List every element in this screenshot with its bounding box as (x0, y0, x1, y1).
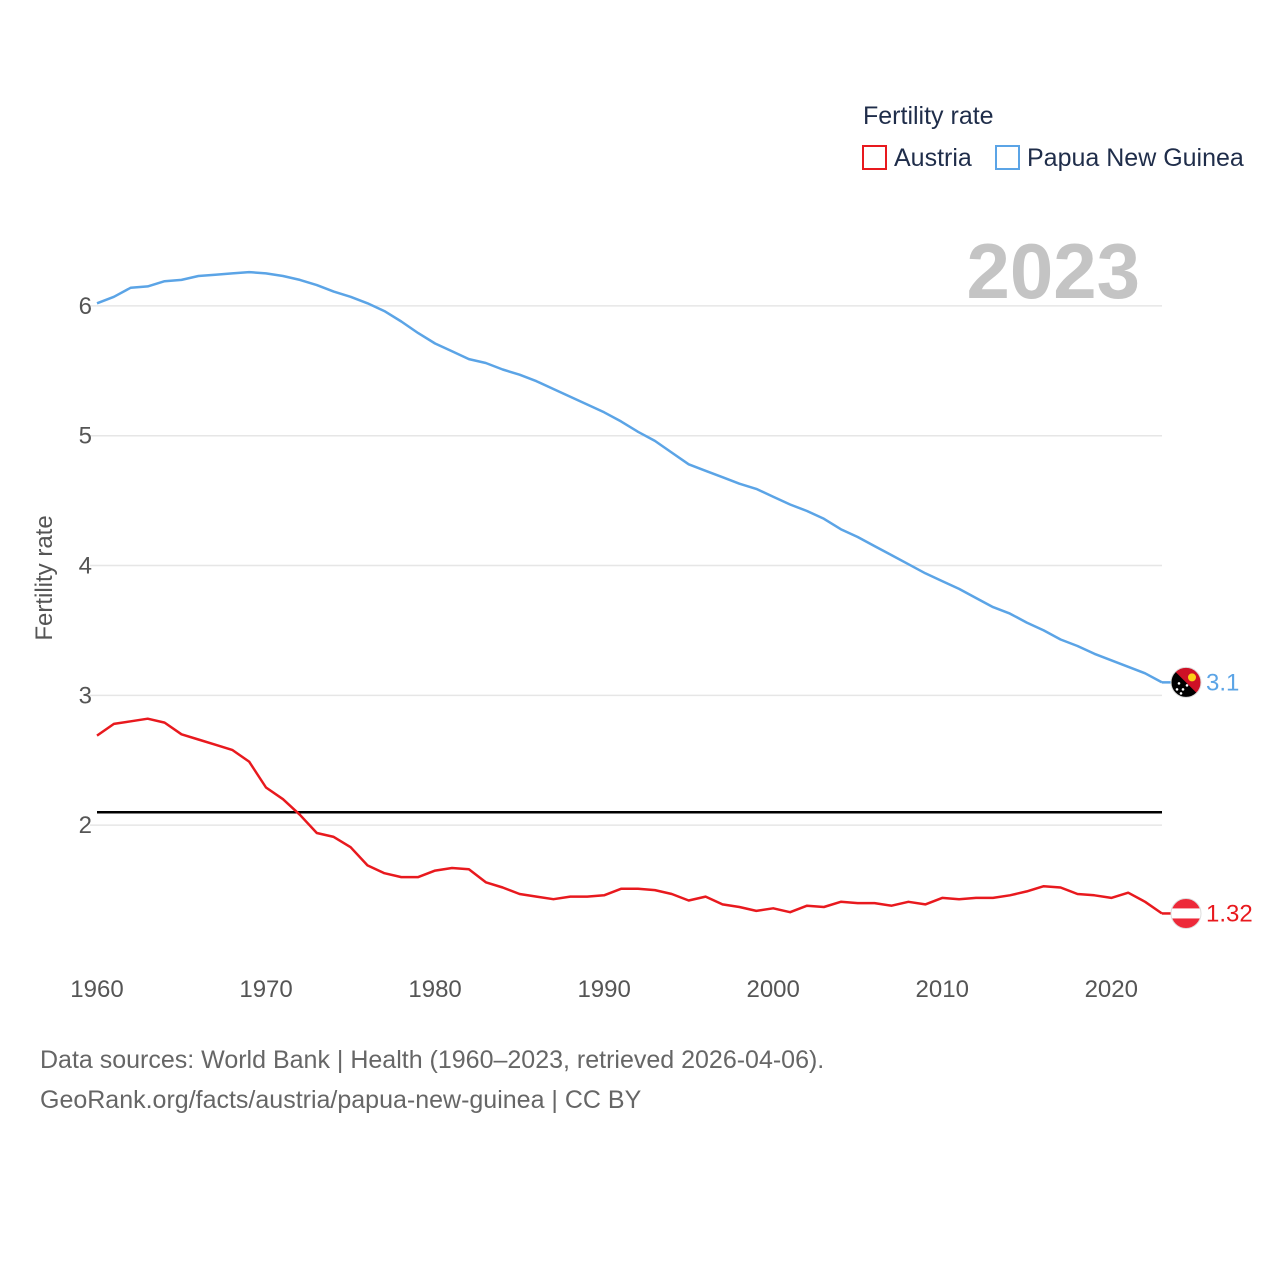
data-sources-line: Data sources: World Bank | Health (1960–… (40, 1046, 825, 1074)
y-tick-label: 2 (79, 812, 92, 839)
y-axis-ticks: 2 3 4 5 6 (79, 293, 92, 839)
x-axis-ticks: 1960 1970 1980 1990 2000 2010 2020 (70, 976, 1138, 1003)
austria-flag-icon (1170, 897, 1202, 929)
x-tick-label: 2000 (746, 976, 799, 1003)
legend[interactable]: Fertility rate Austria Papua New Guinea (862, 102, 1244, 172)
fertility-rate-chart: 2 3 4 5 6 1960 1970 1980 1990 2000 2010 2020 Ferti… (31, 102, 1253, 1003)
legend-label-austria: Austria (894, 144, 972, 172)
x-tick-label: 2010 (916, 976, 969, 1003)
end-value-papua-new-guinea: 3.1 (1206, 669, 1239, 696)
papua-new-guinea-flag-icon (1170, 666, 1202, 698)
x-tick-label: 1970 (239, 976, 292, 1003)
x-tick-label: 1980 (408, 976, 461, 1003)
y-tick-label: 6 (79, 293, 92, 320)
attribution-link[interactable]: GeoRank.org/facts/austria/papua-new-guin… (40, 1086, 642, 1114)
series-end-markers: 1.32 3.1 (1162, 666, 1253, 929)
series-lines (96, 270, 1163, 915)
data-sources: Data sources: World Bank | Health (1960–… (40, 1040, 824, 1120)
end-value-austria: 1.32 (1206, 900, 1253, 927)
y-axis-title: Fertility rate (31, 515, 58, 640)
legend-item-austria[interactable]: Austria (862, 144, 972, 172)
legend-swatch-austria (862, 145, 887, 170)
legend-title: Fertility rate (863, 102, 994, 130)
y-tick-label: 3 (79, 682, 92, 709)
y-tick-label: 5 (79, 423, 92, 450)
series-line-papua-new-guinea[interactable] (96, 270, 1163, 684)
y-tick-label: 4 (79, 553, 92, 580)
legend-item-papua-new-guinea[interactable]: Papua New Guinea (995, 144, 1244, 172)
legend-label-papua-new-guinea: Papua New Guinea (1027, 144, 1244, 172)
grid-lines (90, 305, 1162, 826)
x-tick-label: 1990 (577, 976, 630, 1003)
series-line-austria[interactable] (96, 717, 1163, 915)
legend-swatch-papua-new-guinea (995, 145, 1020, 170)
x-tick-label: 2020 (1085, 976, 1138, 1003)
year-label: 2023 (966, 227, 1140, 315)
x-tick-label: 1960 (70, 976, 123, 1003)
